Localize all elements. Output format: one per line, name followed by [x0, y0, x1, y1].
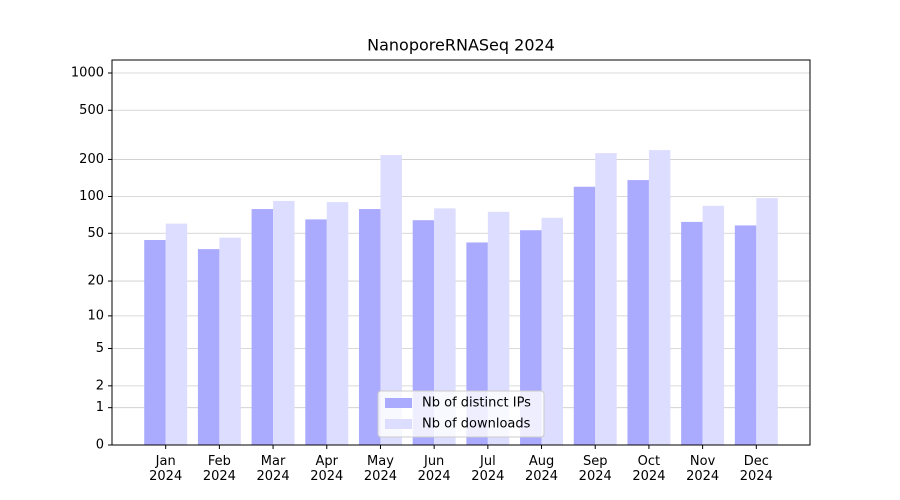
x-tick-label: Mar 2024 — [257, 454, 290, 484]
legend-swatch — [385, 419, 412, 429]
bar — [541, 217, 564, 445]
bar — [734, 225, 757, 445]
legend-label: Nb of downloads — [422, 417, 531, 432]
x-tick-label: Apr 2024 — [310, 454, 343, 484]
x-tick-label: Nov 2024 — [686, 454, 719, 484]
x-tick-label-line: 2024 — [740, 469, 773, 484]
bar — [358, 209, 381, 445]
bar — [273, 200, 295, 445]
x-tick-label-line: Nov — [690, 454, 716, 469]
bar — [305, 219, 327, 445]
x-tick-label-line: 2024 — [471, 469, 504, 484]
y-tick-label: 2 — [96, 378, 104, 393]
x-tick-label-line: Jun — [423, 454, 444, 469]
x-tick-label-line: Oct — [638, 454, 660, 469]
x-tick-label-line: 2024 — [632, 469, 665, 484]
x-tick-label: Sep 2024 — [579, 454, 612, 484]
x-tick-label-line: Mar — [261, 454, 286, 469]
bar — [648, 150, 671, 445]
x-tick-label-line: 2024 — [257, 469, 290, 484]
y-tick-label: 1000 — [71, 65, 104, 80]
x-tick-label-line: 2024 — [579, 469, 612, 484]
x-tick-label-line: 2024 — [525, 469, 558, 484]
bar — [380, 155, 402, 446]
bar — [197, 249, 220, 445]
y-tick-label: 0 — [96, 438, 104, 453]
x-tick-label-line: 2024 — [149, 469, 182, 484]
bar — [702, 205, 725, 445]
x-tick-label-line: 2024 — [364, 469, 397, 484]
x-tick-label: Oct 2024 — [632, 454, 665, 484]
bar — [681, 221, 703, 445]
bar — [144, 240, 166, 445]
x-tick-label: Feb 2024 — [203, 454, 236, 484]
x-tick-label-line: Jan — [155, 454, 176, 469]
x-tick-label-line: Apr — [316, 454, 339, 469]
x-tick-label-line: 2024 — [310, 469, 343, 484]
x-tick-label: Aug 2024 — [525, 454, 558, 484]
bar — [487, 211, 510, 445]
bar — [627, 180, 649, 445]
y-tick-label: 50 — [87, 226, 104, 241]
bar — [219, 237, 241, 445]
legend-label: Nb of distinct IPs — [422, 396, 531, 411]
bar — [251, 209, 274, 445]
x-tick-label-line: Sep — [583, 454, 608, 469]
x-tick-label-line: Aug — [529, 454, 554, 469]
bar — [412, 220, 435, 445]
x-tick-label-line: May — [367, 454, 394, 469]
y-tick-label: 200 — [79, 152, 104, 167]
bar — [756, 198, 778, 445]
y-tick-label: 10 — [87, 308, 104, 323]
plot-frame — [111, 59, 811, 446]
x-tick-label-line: Jul — [479, 454, 496, 469]
bar — [595, 153, 617, 445]
bar — [165, 223, 188, 445]
y-tick-label: 100 — [79, 189, 104, 204]
legend-box — [377, 390, 545, 438]
x-tick-label-line: 2024 — [418, 469, 451, 484]
x-tick-label: Dec 2024 — [740, 454, 773, 484]
x-tick-label-line: 2024 — [203, 469, 236, 484]
x-tick-label: May 2024 — [364, 454, 397, 484]
chart-title: NanoporeRNASeq 2024 — [367, 36, 555, 55]
x-tick-label-line: 2024 — [686, 469, 719, 484]
bar — [573, 186, 596, 445]
y-tick-label: 1 — [96, 400, 104, 415]
legend-swatch — [385, 398, 412, 408]
x-tick-label-line: Dec — [744, 454, 769, 469]
x-tick-label: Jan 2024 — [149, 454, 182, 484]
y-tick-label: 500 — [79, 103, 104, 118]
y-tick-label: 5 — [96, 341, 104, 356]
bar — [434, 208, 456, 445]
x-tick-label-line: Feb — [208, 454, 231, 469]
x-tick-label: Jun 2024 — [418, 454, 451, 484]
y-tick-label: 20 — [87, 274, 104, 289]
x-tick-label: Jul 2024 — [471, 454, 504, 484]
bar — [326, 202, 349, 445]
